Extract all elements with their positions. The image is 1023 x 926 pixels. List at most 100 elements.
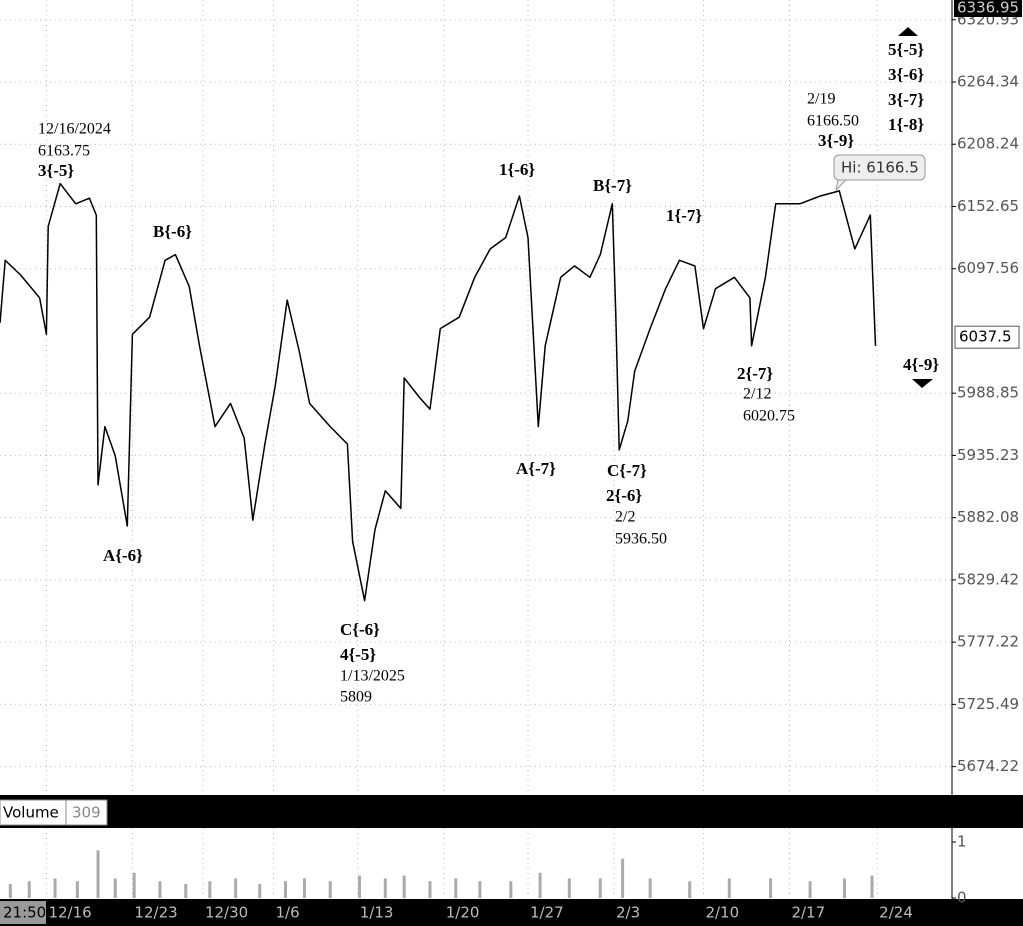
annotation: 3{-9} (818, 131, 854, 150)
grid (0, 0, 952, 898)
volume-bar (158, 881, 162, 898)
y-tick-label: 5882.08 (957, 508, 1019, 526)
volume-bar (184, 884, 188, 898)
arrow-down (912, 379, 933, 388)
volume-bar (538, 872, 542, 898)
y-tick-label: 5725.49 (957, 695, 1019, 713)
high-callout (833, 154, 926, 181)
annotation: C{-7} (607, 461, 647, 480)
x-tick-label: 2/3 (616, 904, 640, 922)
x-tick-label: 2/24 (879, 904, 913, 922)
y-tick-label: 6208.24 (957, 135, 1019, 153)
volume-bar (688, 881, 692, 898)
time-box (0, 901, 46, 924)
annotation: A{-6} (103, 546, 143, 565)
annotation: 1{-7} (666, 206, 702, 225)
volume-bar (727, 878, 731, 898)
y-tick-label: 6264.34 (957, 72, 1019, 90)
annotations: 12/16/2024 6163.75 3{-5} B{-6} A{-6} C{-… (38, 27, 939, 706)
annotation: 3{-5} (38, 161, 74, 180)
annotation: 2{-7} (737, 364, 773, 383)
x-tick-label: 12/16 (48, 904, 91, 922)
volume-bar (769, 878, 773, 898)
annotation: 6163.75 (38, 143, 90, 160)
volume-header-cell (0, 799, 108, 826)
x-tick-label: 12/23 (134, 904, 177, 922)
scale-top-box (954, 0, 1022, 17)
volume-bar (383, 878, 387, 898)
volume-bar (258, 884, 262, 898)
volume-bar (234, 878, 238, 898)
annotation: 4{-9} (903, 355, 939, 374)
volume-title: Volume (3, 804, 59, 822)
x-tick-label: 1/27 (530, 904, 564, 922)
annotation: 2{-6} (606, 486, 642, 505)
volume-bar (328, 881, 332, 898)
annotation: B{-6} (153, 222, 192, 241)
x-tick-label: 1/13 (360, 904, 394, 922)
y-tick-label: 5829.42 (957, 570, 1019, 588)
y-tick-label: 6097.56 (957, 259, 1019, 277)
x-tick-label: 2/17 (791, 904, 825, 922)
last-price: 6037.5 (959, 328, 1012, 346)
annotation: C{-6} (340, 620, 380, 639)
volume-header (0, 795, 1023, 828)
annotation: 5809 (340, 689, 372, 706)
last-price-box (954, 325, 1020, 349)
annotation: 3{-7} (888, 90, 924, 109)
annotation: B{-7} (593, 176, 632, 195)
volume-last: 309 (72, 804, 101, 822)
volume-bar (357, 875, 361, 898)
volume-bar (598, 878, 602, 898)
marks (0, 182, 877, 898)
volume-bar (870, 875, 874, 898)
x-tick-label: 1/20 (446, 904, 480, 922)
x-tick-label: 12/30 (205, 904, 248, 922)
annotation: 6166.50 (807, 113, 859, 130)
volume-bar (132, 872, 136, 898)
volume-bar (402, 875, 406, 898)
y-tick-label: 5777.22 (957, 633, 1019, 651)
volume-bar (648, 878, 652, 898)
annotation: 1{-6} (499, 160, 535, 179)
volume-bar (8, 884, 12, 898)
y-tick-label: 5935.23 (957, 446, 1019, 464)
scale-top-label: 6336.95 (957, 0, 1019, 17)
session-time: 21:50 (3, 904, 46, 922)
volume-bar (75, 881, 79, 898)
volume-bar (113, 878, 117, 898)
volume-bar (454, 878, 458, 898)
volume-bar (808, 881, 812, 898)
volume-bar (509, 881, 513, 898)
axis: 6320.936264.346208.246152.656097.565988.… (48, 0, 1022, 922)
volume-bar (428, 881, 432, 898)
annotation: 4{-5} (340, 645, 376, 664)
annotation: 3{-6} (888, 65, 924, 84)
y-tick-label: 0 (957, 889, 967, 907)
annotation: A{-7} (516, 459, 556, 478)
annotation: 6020.75 (743, 408, 795, 425)
annotation: 2/2 (615, 509, 635, 526)
x-tick-label: 1/6 (275, 904, 299, 922)
volume-bar (567, 878, 571, 898)
annotation: 5936.50 (615, 531, 667, 548)
volume-bar (843, 878, 847, 898)
volume-bar (208, 881, 212, 898)
annotation: 5{-5} (888, 40, 924, 59)
volume-bar (302, 878, 306, 898)
volume-bar (478, 881, 482, 898)
price-line (0, 182, 877, 602)
y-tick-label: 1 (957, 833, 967, 851)
y-tick-label: 5674.22 (957, 757, 1019, 775)
y-tick-label: 6152.65 (957, 197, 1019, 215)
arrow-up (898, 27, 918, 36)
annotation: 1{-8} (888, 115, 924, 134)
x-tick-label: 2/10 (705, 904, 739, 922)
volume-bar (284, 881, 288, 898)
high-label: Hi: 6166.5 (841, 159, 919, 177)
annotation: 1/13/2025 (340, 668, 405, 685)
date-axis (0, 899, 1023, 926)
